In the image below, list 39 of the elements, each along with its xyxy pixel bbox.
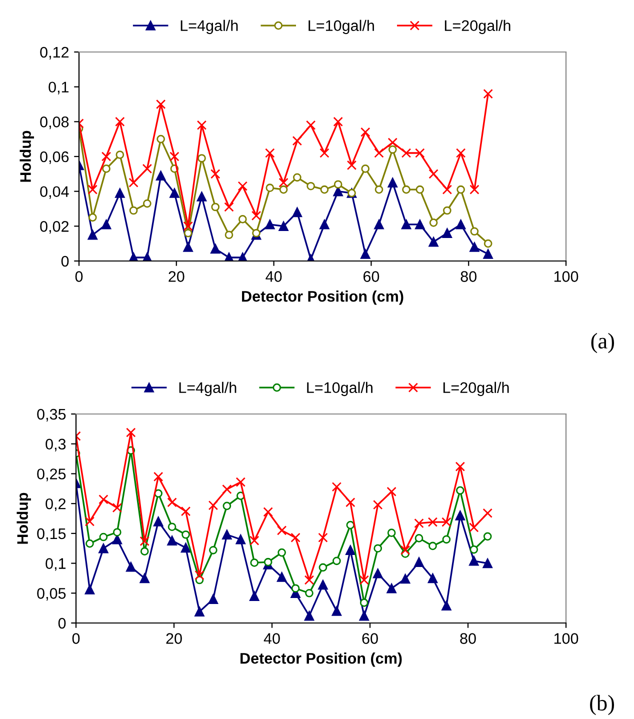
y-tick-label: 0,12 [40,46,69,60]
y-tick-label: 0,35 [37,408,66,422]
legend-label: L=4gal/h [179,382,236,396]
x-tick-label: 80 [460,271,476,282]
y-tick-label: 0,06 [40,151,69,164]
x-tick-label: 0 [75,271,83,282]
y-tick-label: 0 [61,256,69,267]
x-tick-label: 20 [168,271,184,282]
x-tick-label: 40 [264,633,280,644]
y-axis-title: Holdup [20,130,34,182]
x-tick-label: 20 [166,633,182,644]
text: (a) [591,332,614,354]
y-tick-label: 0,1 [48,82,69,94]
x-tick-label: 0 [72,633,80,644]
x-tick-label: 80 [460,633,476,644]
x-tick-label: 100 [554,633,578,644]
y-tick-label: 0,04 [40,186,69,199]
y-tick-label: 0,1 [46,558,66,571]
legend-label: L=20gal/h [444,20,510,34]
y-tick-label: 0,05 [37,588,66,601]
x-axis-title: Detector Position (cm) [242,290,404,305]
legend-label: L=10gal/h [307,382,372,396]
y-tick-label: 0,25 [37,468,66,482]
y-tick-label: 0,02 [40,221,69,234]
y-tick-label: 0 [58,618,66,629]
x-axis-title: Detector Position (cm) [240,652,402,667]
legend-label: L=20gal/h [443,382,509,396]
x-tick-label: 60 [363,271,380,282]
y-tick-label: 0,2 [46,498,66,512]
x-tick-label: 60 [362,633,378,644]
y-tick-label: 0,3 [46,438,66,452]
legend-label: L=10gal/h [308,20,374,34]
text: (b) [590,694,614,716]
y-tick-label: 0,08 [40,116,69,130]
x-tick-label: 100 [554,271,578,282]
x-tick-label: 40 [266,271,282,282]
legend-label: L=4gal/h [180,20,238,34]
y-tick-label: 0,15 [37,528,66,541]
y-axis-title: Holdup [16,492,31,544]
